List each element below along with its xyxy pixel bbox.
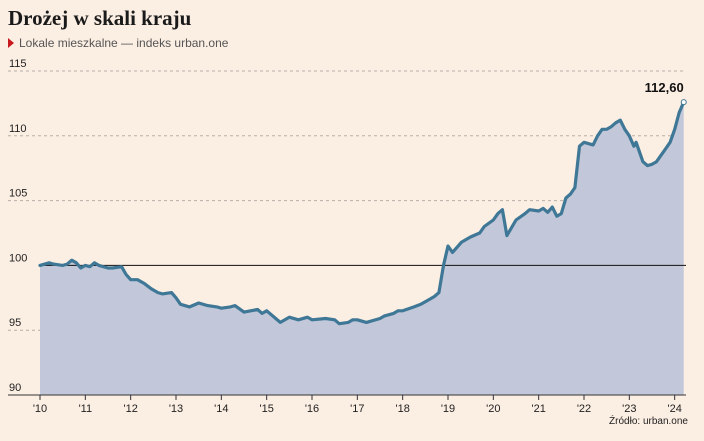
last-value-point — [680, 99, 687, 106]
source-note: Źródło: urban.one — [609, 416, 688, 427]
x-tick-label: '21 — [531, 403, 545, 415]
y-tick-label: 105 — [9, 188, 27, 200]
x-tick-label: '17 — [350, 403, 364, 415]
y-tick-label: 100 — [9, 252, 27, 264]
chart-subtitle: Lokale mieszkalne — indeks urban.one — [8, 36, 228, 50]
x-tick-label: '23 — [622, 403, 636, 415]
y-tick-labels: 90 95 100 105 110 115 — [9, 58, 27, 394]
x-tick-label: '19 — [441, 403, 455, 415]
x-tick-label: '16 — [305, 403, 319, 415]
x-tick-label: '10 — [33, 403, 47, 415]
x-tick-label: '11 — [79, 403, 93, 415]
x-tick-label: '22 — [577, 403, 591, 415]
y-tick-label: 115 — [9, 58, 27, 70]
x-tick-label: '12 — [123, 403, 137, 415]
x-tick-label: '24 — [667, 403, 681, 415]
last-value-label: 112,60 — [645, 80, 684, 95]
chart-title: Drożej w skali kraju — [8, 6, 192, 30]
area-fill — [40, 102, 684, 395]
y-tick-label: 90 — [9, 382, 21, 394]
y-tick-label: 95 — [9, 317, 21, 329]
x-tick-label: '18 — [395, 403, 409, 415]
series-line — [38, 100, 686, 326]
x-tick-label: '20 — [486, 403, 500, 415]
x-tick-label: '15 — [259, 403, 273, 415]
x-tick-labels: '10 '11 '12 '13 '14 '15 '16 '17 '18 '19 '20 '21 '22 '… — [33, 395, 682, 415]
x-tick-label: '13 — [169, 403, 183, 415]
subtitle-text: Lokale mieszkalne — indeks urban.one — [19, 36, 229, 50]
red-triangle-icon — [8, 38, 14, 48]
y-tick-label: 110 — [9, 123, 27, 135]
x-tick-label: '14 — [214, 403, 228, 415]
